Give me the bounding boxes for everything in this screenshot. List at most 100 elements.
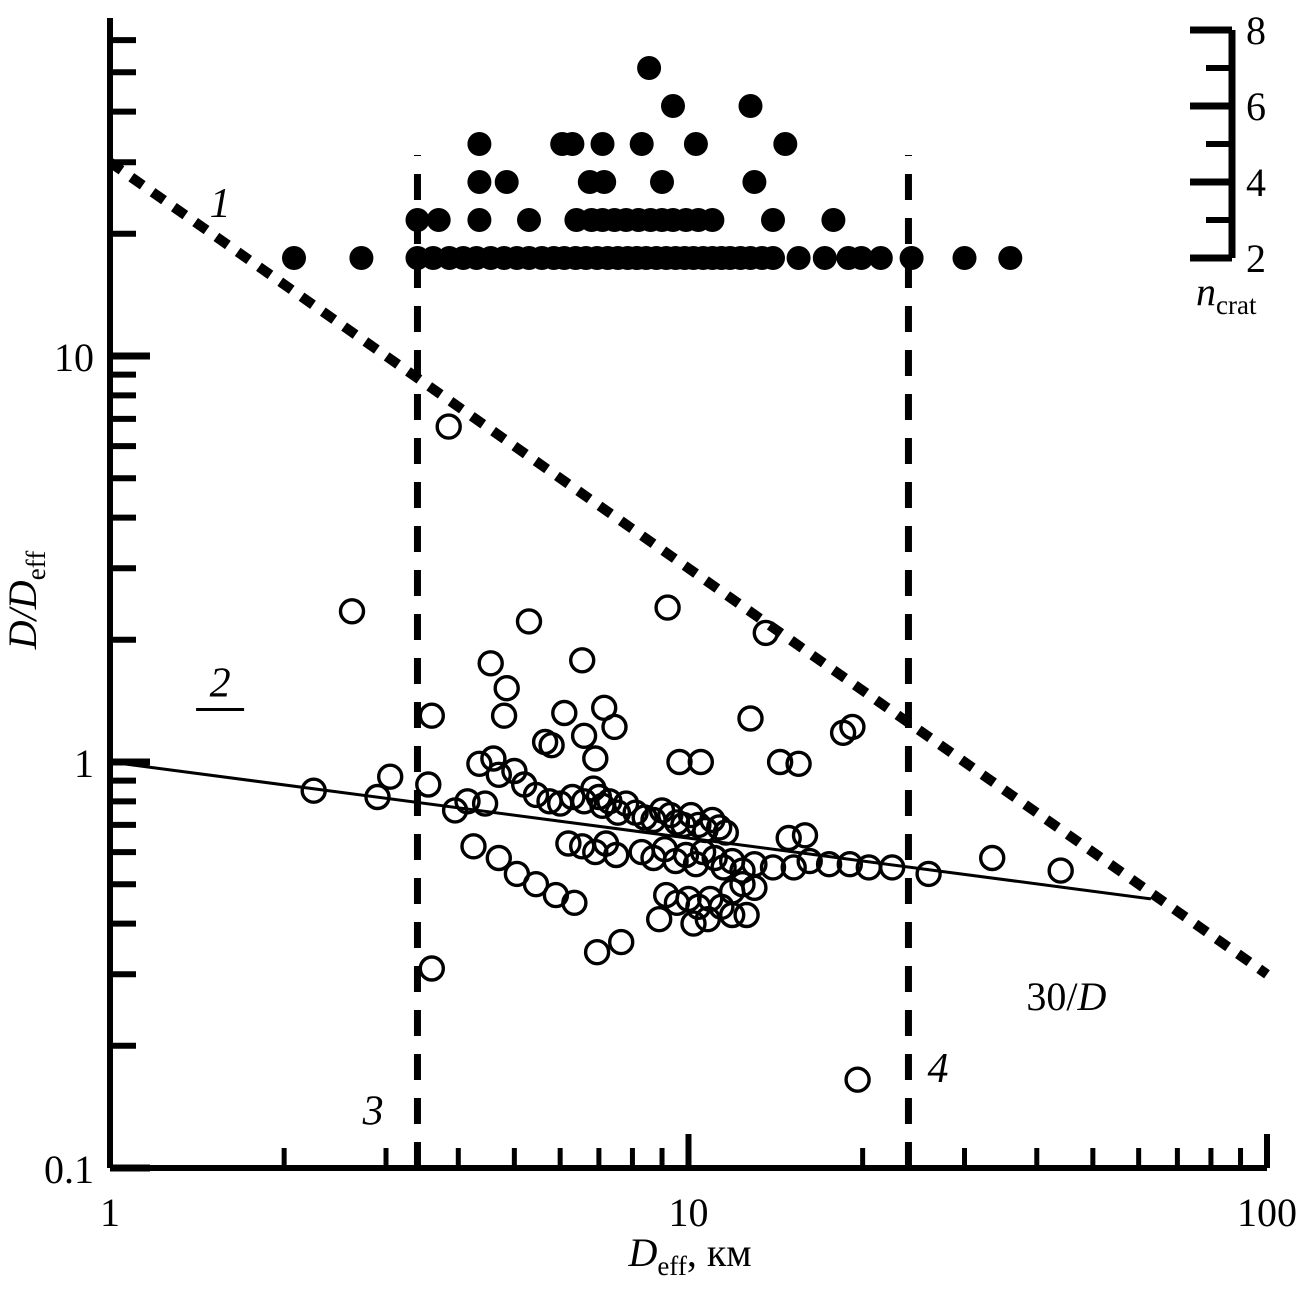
line-2-regression [109,760,1152,901]
trend-lines [107,158,1270,979]
data-point-filled [590,132,615,156]
data-point-open [601,713,628,741]
data-point-open [719,901,746,929]
data-point-open [785,750,812,777]
data-point-open [741,874,768,901]
data-point-open [680,910,707,937]
data-point-filled [661,94,685,118]
curve-1-label: 1 [210,181,231,227]
data-point-open [466,750,493,777]
data-point-open [1047,857,1074,884]
data-point-open [979,844,1006,872]
data-point-open [561,889,588,916]
data-point-filled [761,208,785,232]
data-point-open [418,702,445,729]
data-point-filled [700,208,725,232]
data-point-filled [683,132,708,156]
data-point-open [815,851,843,878]
data-point-filled [821,208,846,232]
data-point-open [646,906,673,933]
data-point-open [471,790,499,817]
data-point-open [737,705,764,732]
data-point-filled [868,246,893,270]
data-point-open [583,939,611,966]
data-point-open [706,814,733,841]
curve-3-label: 3 [362,1088,384,1134]
x-tick-label: 1 [100,1190,120,1235]
data-point-open [555,830,582,857]
curve-2-label: 2 [210,660,231,706]
line-1-dashed-30-over-D [107,158,1270,979]
data-point-open [569,647,596,674]
x-tick-label: 100 [1237,1190,1297,1235]
data-point-filled [467,208,492,232]
data-point-open [570,722,598,749]
data-point-open [604,799,632,826]
data-point-filled [467,170,492,194]
data-point-open [415,771,442,798]
data-point-open [729,871,756,898]
data-point-filled [952,246,977,270]
data-point-filled [517,208,541,232]
data-point-open [666,748,693,776]
data-point-open [364,783,391,811]
data-point-filled [629,132,654,156]
data-point-open [582,745,609,772]
data-point-open [480,745,507,772]
data-point-open [441,797,469,824]
data-point-open [685,811,712,839]
y-tick-label: 1 [74,741,94,786]
data-point-open [780,854,807,881]
data-point-open [551,699,578,727]
data-point-open [775,824,802,852]
right-n-crat-axis: 2 4 6 8 ncrat [1190,8,1266,320]
data-point-filled [899,246,924,270]
data-point-open [733,901,760,929]
data-point-filled [405,208,430,232]
data-point-filled [786,246,811,270]
data-point-open [766,748,794,776]
data-point-open [603,841,630,869]
n-crat-tick-label: 4 [1246,160,1266,205]
data-point-open [915,860,942,888]
data-point-filled [812,246,837,270]
n-crat-axis-title: ncrat [1196,269,1257,320]
data-point-open [836,851,863,878]
data-point-open [485,761,512,788]
data-point-open [460,833,487,860]
x-axis-title: Deff, км [627,1230,751,1281]
data-point-open [338,598,366,625]
vertical-dashed-lines [413,155,912,1168]
data-point-open [701,844,728,872]
data-point-open [879,854,906,881]
y-tick-label: 0.1 [44,1147,94,1192]
data-point-open [791,822,819,849]
axes-group [107,18,1270,1172]
data-point-open [485,844,512,872]
data-point-open [300,777,327,804]
data-point-open [522,871,550,898]
data-point-open [687,748,714,776]
data-point-open [796,847,823,875]
data-point-filled [560,132,585,156]
data-point-open [418,955,445,982]
data-point-open [759,854,787,881]
y-tick-label: 10 [54,335,94,380]
data-point-filled [738,94,763,118]
curve-4-label: 4 [928,1046,949,1092]
data-point-open [844,1066,871,1093]
data-point-filled [650,170,674,194]
data-point-open [522,781,550,809]
data-point-open [839,713,866,741]
n-crat-tick-label: 8 [1246,8,1266,53]
data-point-open [377,763,404,790]
data-point-filled [467,132,492,156]
data-point-filled [282,246,306,270]
data-point-open [612,790,640,817]
data-point-open [515,608,543,635]
data-point-filled [637,56,662,80]
data-point-open [694,906,721,933]
